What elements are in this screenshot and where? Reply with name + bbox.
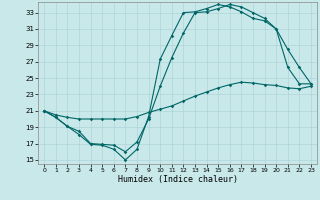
X-axis label: Humidex (Indice chaleur): Humidex (Indice chaleur) (118, 175, 238, 184)
